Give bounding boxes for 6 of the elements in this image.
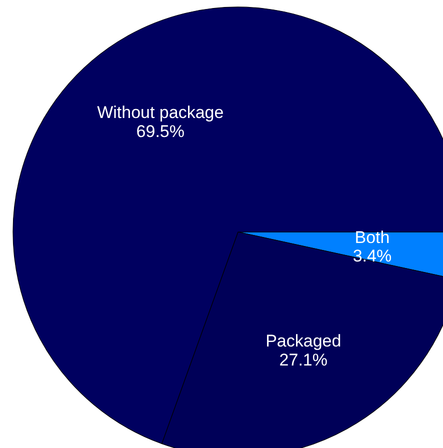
slice-label: Both [354,228,390,247]
data-label: 69.5% [136,122,184,141]
data-label: 27.1% [279,350,328,370]
slice-label: Packaged [266,332,342,351]
slice-label: Without package [97,103,224,122]
data-label: 3.4% [352,246,392,266]
